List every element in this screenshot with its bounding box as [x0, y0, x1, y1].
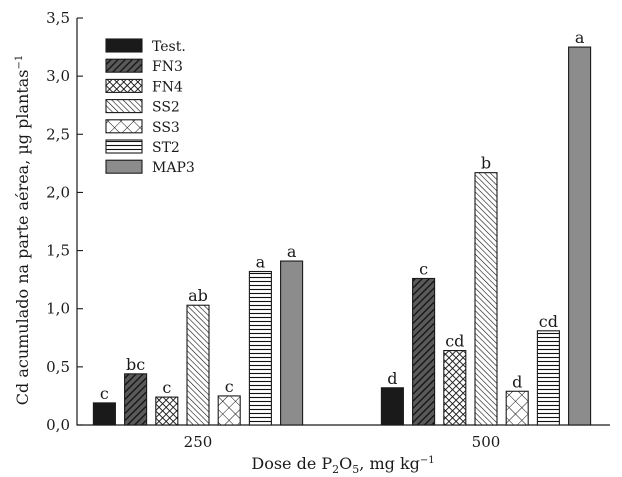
- bar-ss2-500: [474, 172, 498, 426]
- significance-letter: a: [575, 28, 585, 47]
- bar-fn3-500: [412, 277, 436, 426]
- x-axis-label: Dose de P2O5, mg kg−1: [251, 454, 434, 476]
- significance-letter: cd: [445, 332, 464, 351]
- legend-label: SS2: [152, 100, 180, 116]
- significance-letter: a: [287, 242, 297, 261]
- significance-letter: ab: [188, 286, 208, 305]
- legend-label: MAP3: [152, 160, 195, 176]
- y-tick-label: 0,5: [46, 358, 70, 376]
- significance-letter: d: [512, 372, 522, 391]
- bar-test-250: [92, 402, 116, 426]
- significance-letter: c: [162, 378, 171, 397]
- legend-label: FN3: [152, 59, 183, 75]
- significance-letter: b: [481, 154, 491, 173]
- bar-st2-500: [536, 330, 560, 426]
- significance-letter: bc: [126, 355, 145, 374]
- legend-swatch: [105, 99, 143, 114]
- legend-swatch: [105, 38, 143, 53]
- significance-letter: c: [419, 259, 428, 278]
- legend-label: ST2: [152, 140, 180, 156]
- legend-swatch: [105, 139, 143, 154]
- legend-label: Test.: [152, 39, 186, 55]
- x-tick-label: 500: [472, 433, 501, 451]
- y-tick-label: 1,5: [46, 242, 70, 260]
- significance-letter: d: [387, 369, 397, 388]
- legend-label: FN4: [152, 79, 183, 95]
- bar-fn4-250: [155, 396, 179, 426]
- y-tick-label: 1,0: [46, 300, 70, 318]
- bar-fn3-250: [124, 373, 148, 426]
- y-tick-label: 3,0: [46, 67, 70, 85]
- bar-fn4-500: [443, 350, 467, 426]
- legend: Test. FN3 FN4 SS2 SS3 ST2 MAP3: [105, 38, 195, 176]
- y-axis-label: Cd acumulado na parte aérea, µg plantas−…: [13, 55, 32, 406]
- y-tick-label: 3,5: [46, 9, 70, 27]
- significance-letter: c: [100, 384, 109, 403]
- bar-ss2-250: [186, 304, 210, 426]
- legend-swatch: [105, 119, 143, 134]
- legend-swatch: [105, 58, 143, 73]
- significance-letter: cd: [539, 312, 558, 331]
- bar-map3-250: [280, 260, 304, 426]
- bars: [92, 46, 592, 426]
- significance-letter: a: [256, 253, 266, 272]
- bar-test-500: [380, 387, 404, 426]
- y-tick-label: 0,0: [46, 416, 70, 434]
- legend-swatch: [105, 159, 143, 174]
- legend-label: SS3: [152, 120, 180, 136]
- bar-ss3-250: [217, 395, 241, 426]
- y-tick-label: 2,5: [46, 125, 70, 143]
- bar-st2-250: [248, 270, 272, 426]
- legend-swatch: [105, 78, 143, 93]
- y-tick-label: 2,0: [46, 183, 70, 201]
- bar-ss3-500: [505, 390, 529, 426]
- significance-letter: c: [225, 377, 234, 396]
- x-tick-label: 250: [184, 433, 213, 451]
- bar-map3-500: [568, 46, 592, 426]
